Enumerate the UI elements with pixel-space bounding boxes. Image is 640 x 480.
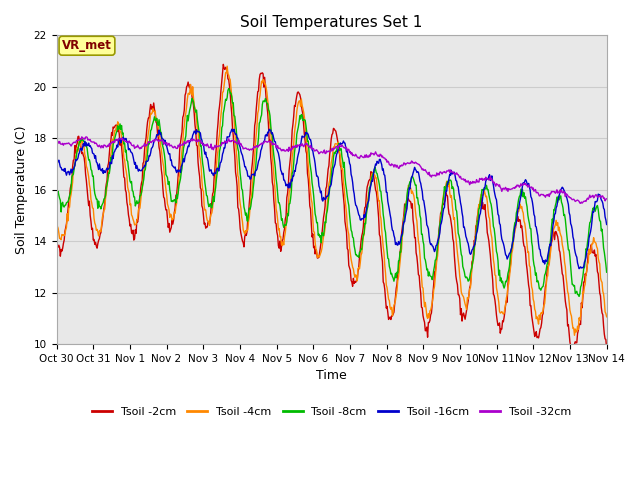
- Legend: Tsoil -2cm, Tsoil -4cm, Tsoil -8cm, Tsoil -16cm, Tsoil -32cm: Tsoil -2cm, Tsoil -4cm, Tsoil -8cm, Tsoi…: [88, 402, 575, 421]
- Y-axis label: Soil Temperature (C): Soil Temperature (C): [15, 125, 28, 254]
- Title: Soil Temperatures Set 1: Soil Temperatures Set 1: [241, 15, 423, 30]
- Text: VR_met: VR_met: [62, 39, 112, 52]
- X-axis label: Time: Time: [316, 370, 347, 383]
